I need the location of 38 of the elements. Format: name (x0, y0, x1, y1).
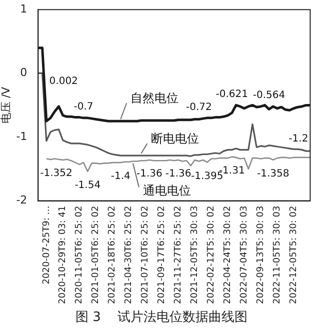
data-label: -0.7 (74, 102, 94, 113)
x-tick-label: 2021-01-05T6: 25: 02 (91, 206, 102, 304)
data-label: -0.621 (216, 88, 248, 100)
data-label: -1.4 (110, 171, 130, 182)
x-tick-label: 2022-04-24T5: 30: 02 (223, 206, 234, 304)
x-tick-label: 2021-07-10T6: 25: 02 (140, 206, 151, 304)
data-label: -0.72 (186, 102, 212, 114)
x-tick-label: 2022-11-05T5: 30: 03 (272, 206, 283, 304)
y-tick-label: -2 (16, 194, 28, 207)
x-tick-label: 2020-11-05T6: 25: 02 (74, 206, 85, 304)
x-tick-label: 2022-12-05T5: 30: 02 (289, 206, 300, 304)
x-tick-label: 2022-02-12T5: 30: 02 (206, 206, 217, 304)
series-label: 自然电位 (130, 91, 179, 106)
x-tick-label: 2022-07-04T5: 30: 03 (240, 206, 250, 304)
y-axis-title: 电压 /V (0, 86, 12, 124)
data-label: -1.395 (191, 170, 224, 182)
data-label: 0.002 (49, 76, 78, 87)
x-tick-label: 2021-02-18T6: 25: 02 (108, 206, 118, 304)
x-tick-label: 2021-09-17T6: 25: 02 (157, 206, 168, 304)
x-tick-label: 2020-07-25T9: … (42, 206, 52, 284)
text: 图 3 试片法电位数据曲线图 (74, 309, 248, 326)
data-label: -1.358 (256, 168, 290, 180)
data-label: -1.54 (74, 180, 101, 192)
series-label: 通电电位 (142, 183, 191, 198)
x-tick-label: 2022-09-13T5: 30: 03 (256, 206, 266, 304)
x-tick-label: 2020-10-29T9: 03: 41 (58, 206, 68, 304)
x-tick-label: 2021-11-27T6: 25: 02 (174, 206, 184, 304)
x-tick-label: 2021-12-05T5: 30: 03 (190, 206, 200, 304)
y-tick-label: -1 (16, 130, 28, 143)
series-label: 断电电位 (151, 132, 200, 146)
data-label: -1.352 (40, 168, 72, 180)
y-tick-label: 0 (20, 66, 28, 80)
data-label: -1.36 (136, 168, 162, 180)
y-tick-label: 1 (20, 2, 28, 16)
x-tick-label: 2021-04-30T6: 25: 02 (124, 206, 134, 304)
data-label: -1.2 (288, 133, 308, 144)
data-label: -1.36 (165, 168, 192, 180)
data-label: -0.564 (252, 90, 286, 102)
